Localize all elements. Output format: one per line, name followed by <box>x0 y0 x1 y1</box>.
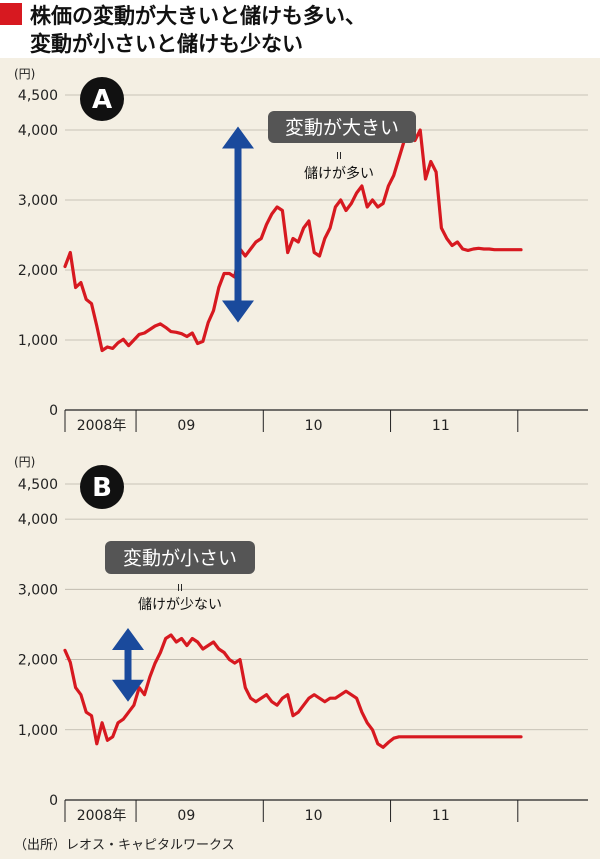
chart-panel-b: (円) 0 1,000 2,000 3,000 4,000 4,500 2008年 09 10 11… <box>14 455 588 824</box>
stock-price-line <box>63 128 523 353</box>
callout-box <box>268 111 416 143</box>
callout-text: 変動が大きい <box>285 117 399 139</box>
y-tick-label: 4,500 <box>18 477 58 493</box>
x-tick-label: 09 <box>177 808 195 824</box>
y-tick-label: 3,000 <box>18 582 58 598</box>
y-tick-label: 2,000 <box>18 263 58 279</box>
range-arrow <box>222 126 254 323</box>
title-line-2: 変動が小さいと儲けも少ない <box>30 32 303 56</box>
y-tick-label: 4,000 <box>18 512 58 528</box>
x-tick-label: 11 <box>432 808 450 824</box>
x-tick-label: 09 <box>177 418 195 434</box>
chart-panel-a: (円) 0 1,000 2,000 3,000 4,000 4,500 2008年 09 10 11… <box>14 67 588 434</box>
panel-label-badge <box>80 77 124 121</box>
title-marker <box>0 3 22 25</box>
y-unit-label: (円) <box>14 67 35 81</box>
equals-mark: II <box>336 151 342 162</box>
range-arrow <box>112 627 144 702</box>
callout-note: 儲けが少ない <box>138 597 222 613</box>
callout-text: 変動が小さい <box>123 548 237 570</box>
y-tick-label: 2,000 <box>18 653 58 669</box>
equals-mark: II <box>177 583 183 594</box>
y-tick-label: 1,000 <box>18 333 58 349</box>
y-unit-label: (円) <box>14 455 35 469</box>
panel-label: B <box>92 473 112 503</box>
y-tick-label: 4,500 <box>18 88 58 104</box>
panel-label-badge <box>80 465 124 509</box>
y-tick-label: 1,000 <box>18 723 58 739</box>
callout-note: 儲けが多い <box>304 165 374 182</box>
header: 株価の変動が大きいと儲けも多い、 変動が小さいと儲けも少ない <box>0 0 600 58</box>
x-tick-label: 10 <box>305 808 323 824</box>
y-tick-label: 0 <box>49 403 58 419</box>
panel-label: A <box>92 85 112 115</box>
y-tick-label: 3,000 <box>18 193 58 209</box>
x-tick-label: 11 <box>432 418 450 434</box>
source-note: （出所）レオス・キャピタルワークス <box>14 838 235 853</box>
y-tick-label: 0 <box>49 793 58 809</box>
title-line-1: 株価の変動が大きいと儲けも多い、 <box>30 4 366 28</box>
x-tick-label: 2008年 <box>77 418 127 434</box>
callout-box <box>105 541 255 574</box>
x-tick-label: 10 <box>305 418 323 434</box>
stock-price-line <box>63 633 523 749</box>
x-tick-label: 2008年 <box>77 808 127 824</box>
y-tick-label: 4,000 <box>18 123 58 139</box>
